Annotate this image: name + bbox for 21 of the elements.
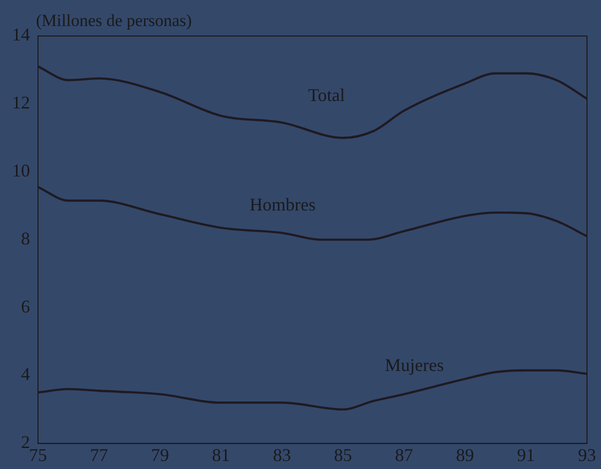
x-tick-label: 89 bbox=[456, 444, 474, 465]
y-tick-label: 10 bbox=[12, 160, 30, 181]
x-tick-label: 75 bbox=[29, 444, 47, 465]
y-tick-label: 4 bbox=[21, 364, 30, 384]
x-tick-label: 85 bbox=[334, 444, 352, 465]
x-tick-label: 87 bbox=[395, 444, 413, 465]
series-label: Mujeres bbox=[384, 355, 444, 376]
x-tick-label: 91 bbox=[517, 444, 535, 465]
series-label: Hombres bbox=[250, 194, 316, 215]
x-tick-label: 81 bbox=[212, 444, 230, 465]
x-tick-label: 77 bbox=[90, 444, 108, 465]
y-axis-title: (Millones de personas) bbox=[36, 10, 192, 30]
series-label: Total bbox=[308, 85, 345, 106]
x-tick-label: 93 bbox=[578, 444, 596, 465]
x-tick-label: 83 bbox=[273, 444, 291, 465]
y-tick-label: 2 bbox=[21, 432, 30, 452]
y-tick-label: 6 bbox=[21, 296, 30, 316]
y-tick-label: 12 bbox=[12, 92, 30, 113]
y-tick-label: 8 bbox=[21, 228, 30, 248]
y-tick-label: 14 bbox=[12, 24, 30, 45]
x-tick-label: 79 bbox=[151, 444, 169, 465]
